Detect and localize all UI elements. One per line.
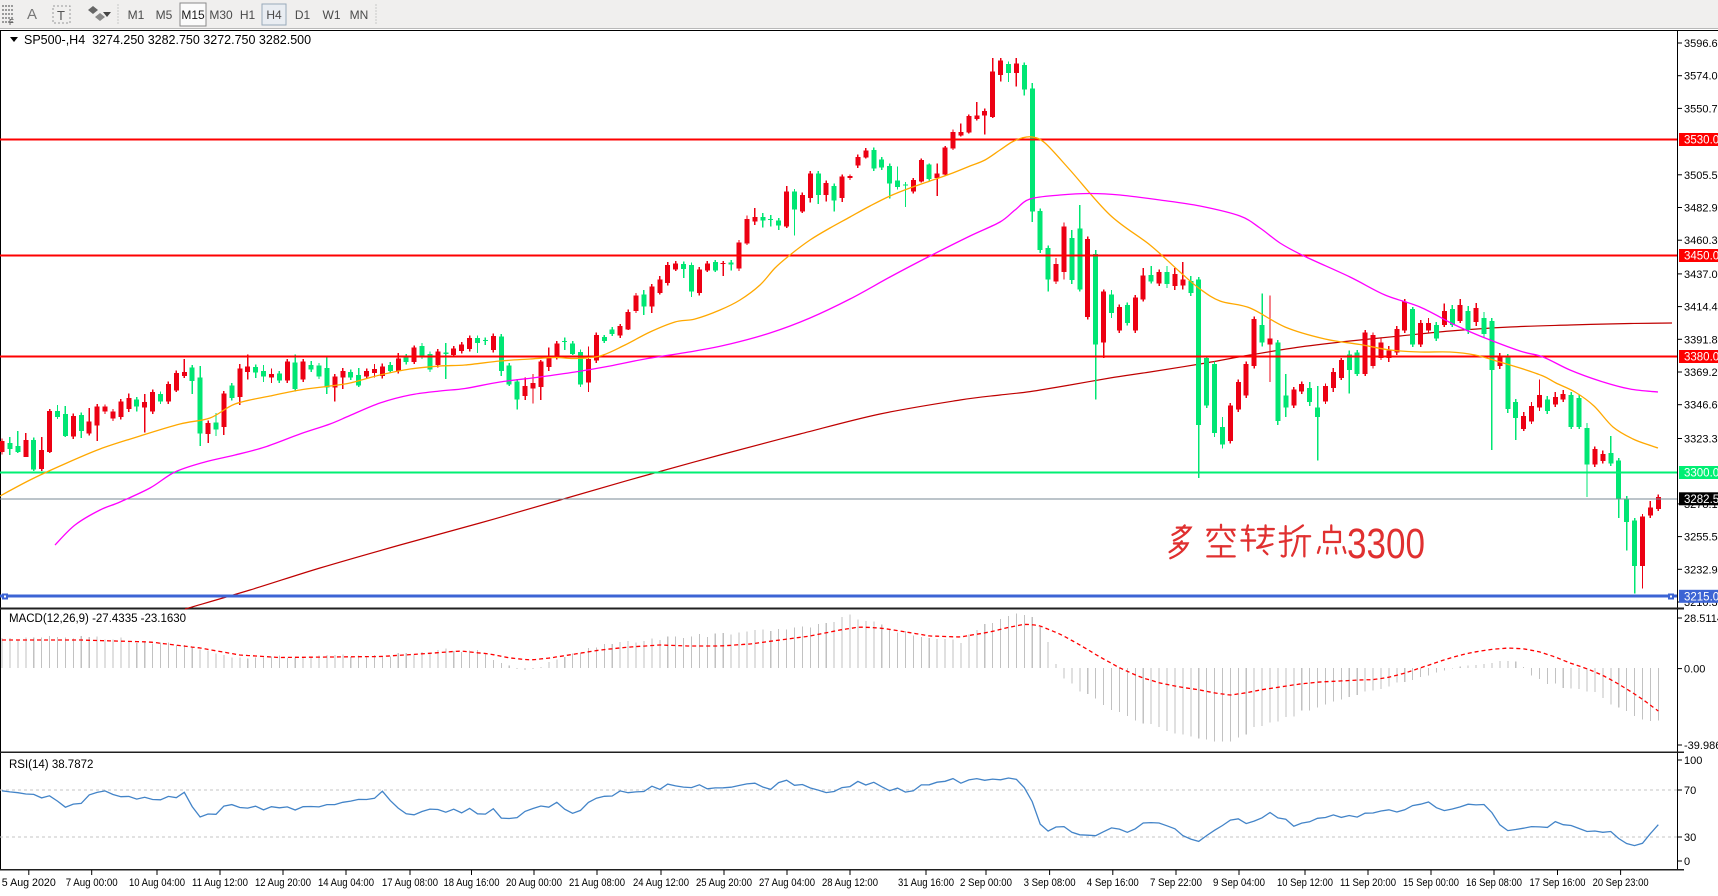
svg-text:3414.465: 3414.465: [1684, 302, 1718, 314]
svg-text:T: T: [57, 8, 65, 23]
svg-text:10 Sep 12:00: 10 Sep 12:00: [1277, 877, 1333, 889]
svg-text:3282.500: 3282.500: [1684, 494, 1718, 506]
svg-text:3255.545: 3255.545: [1684, 532, 1718, 544]
svg-text:0: 0: [1684, 856, 1690, 868]
svg-text:16 Sep 08:00: 16 Sep 08:00: [1466, 877, 1522, 889]
svg-text:A: A: [27, 6, 37, 23]
svg-text:10 Aug 04:00: 10 Aug 04:00: [129, 877, 185, 889]
svg-text:7 Aug 00:00: 7 Aug 00:00: [66, 877, 118, 889]
svg-text:3505.570: 3505.570: [1684, 170, 1718, 182]
svg-text:3530.000: 3530.000: [1684, 135, 1718, 147]
svg-text:3 Sep 08:00: 3 Sep 08:00: [1024, 877, 1076, 889]
svg-text:3391.860: 3391.860: [1684, 334, 1718, 346]
svg-text:3215.000: 3215.000: [1684, 592, 1718, 604]
svg-text:70: 70: [1684, 785, 1696, 797]
svg-text:3323.360: 3323.360: [1684, 434, 1718, 446]
svg-text:31 Aug 16:00: 31 Aug 16:00: [898, 877, 954, 889]
svg-text:17 Aug 08:00: 17 Aug 08:00: [382, 877, 438, 889]
svg-text:3482.965: 3482.965: [1684, 203, 1718, 215]
svg-text:100: 100: [1684, 755, 1702, 767]
svg-text:25 Aug 20:00: 25 Aug 20:00: [696, 877, 752, 889]
svg-text:28 Aug 12:00: 28 Aug 12:00: [822, 877, 878, 889]
svg-text:RSI(14) 38.7872: RSI(14) 38.7872: [9, 759, 93, 771]
svg-text:3574.070: 3574.070: [1684, 71, 1718, 83]
svg-text:11 Sep 20:00: 11 Sep 20:00: [1340, 877, 1396, 889]
svg-text:3300: 3300: [1347, 520, 1425, 568]
svg-text:W1: W1: [323, 8, 341, 22]
svg-text:M1: M1: [128, 8, 145, 22]
svg-text:12 Aug 20:00: 12 Aug 20:00: [255, 877, 311, 889]
svg-text:MN: MN: [350, 8, 369, 22]
svg-text:20 Aug 00:00: 20 Aug 00:00: [506, 877, 562, 889]
svg-text:7 Sep 22:00: 7 Sep 22:00: [1150, 877, 1202, 889]
svg-text:D1: D1: [295, 8, 311, 22]
svg-text:11 Aug 12:00: 11 Aug 12:00: [192, 877, 248, 889]
svg-text:H1: H1: [240, 8, 256, 22]
svg-text:3346.650: 3346.650: [1684, 400, 1718, 412]
svg-text:-39.9869: -39.9869: [1684, 740, 1718, 752]
svg-text:5 Aug 2020: 5 Aug 2020: [2, 877, 56, 889]
svg-text:3300.000: 3300.000: [1684, 468, 1718, 480]
svg-text:24 Aug 12:00: 24 Aug 12:00: [633, 877, 689, 889]
svg-text:3380.000: 3380.000: [1684, 352, 1718, 364]
svg-text:28.5114: 28.5114: [1684, 613, 1718, 625]
svg-text:M30: M30: [209, 8, 233, 22]
svg-text:14 Aug 04:00: 14 Aug 04:00: [318, 877, 374, 889]
svg-text:30: 30: [1684, 832, 1696, 844]
svg-text:0.00: 0.00: [1684, 664, 1705, 676]
svg-text:3369.255: 3369.255: [1684, 367, 1718, 379]
svg-text:9 Sep 04:00: 9 Sep 04:00: [1213, 877, 1265, 889]
svg-text:27 Aug 04:00: 27 Aug 04:00: [759, 877, 815, 889]
svg-text:3550.780: 3550.780: [1684, 103, 1718, 115]
svg-text:3596.675: 3596.675: [1684, 38, 1718, 50]
svg-text:3232.940: 3232.940: [1684, 564, 1718, 576]
svg-text:M15: M15: [181, 8, 205, 22]
svg-text:F: F: [9, 18, 14, 27]
svg-text:2 Sep 00:00: 2 Sep 00:00: [960, 877, 1012, 889]
svg-text:20 Sep 23:00: 20 Sep 23:00: [1593, 877, 1649, 889]
svg-text:4 Sep 16:00: 4 Sep 16:00: [1087, 877, 1139, 889]
svg-text:SP500-,H4 3274.250 3282.750 3: SP500-,H4 3274.250 3282.750 3272.750 328…: [24, 33, 311, 47]
svg-text:15 Sep 00:00: 15 Sep 00:00: [1403, 877, 1459, 889]
svg-text:3460.360: 3460.360: [1684, 235, 1718, 247]
svg-text:21 Aug 08:00: 21 Aug 08:00: [569, 877, 625, 889]
svg-text:M5: M5: [156, 8, 173, 22]
svg-text:3450.000: 3450.000: [1684, 251, 1718, 263]
svg-text:MACD(12,26,9) -27.4335 -23.163: MACD(12,26,9) -27.4335 -23.1630: [9, 613, 186, 625]
svg-text:17 Sep 16:00: 17 Sep 16:00: [1530, 877, 1586, 889]
svg-text:3437.070: 3437.070: [1684, 269, 1718, 281]
svg-text:18 Aug 16:00: 18 Aug 16:00: [444, 877, 500, 889]
svg-text:H4: H4: [266, 8, 282, 22]
